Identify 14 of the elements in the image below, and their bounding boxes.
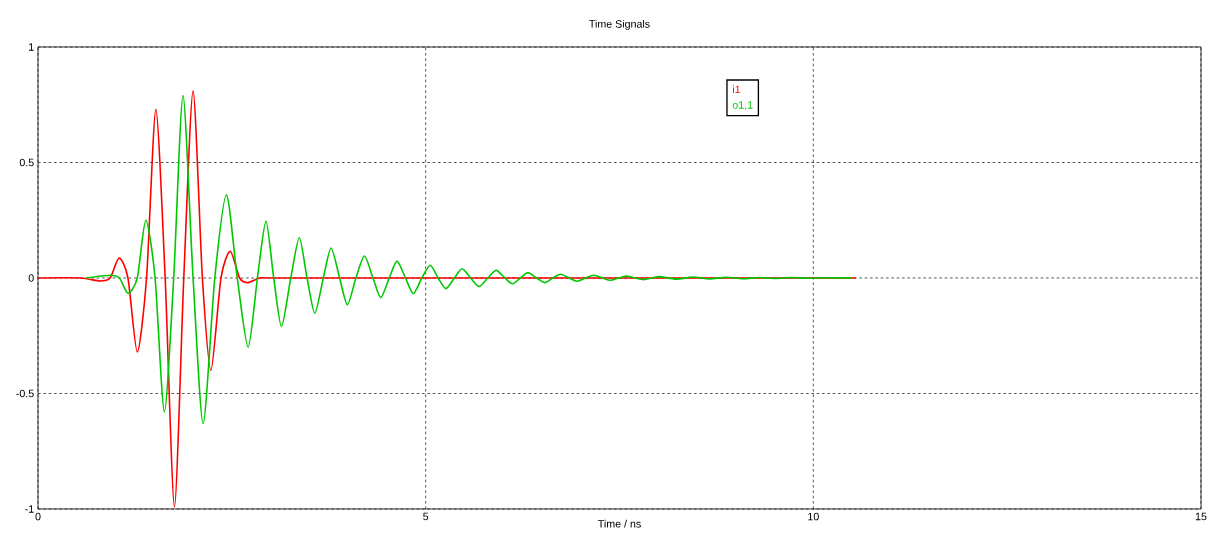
chart-title: Time Signals bbox=[589, 19, 650, 30]
x-tick-label: 0 bbox=[35, 512, 41, 521]
line-series bbox=[85, 94, 853, 425]
y-tick-label: -1 bbox=[25, 505, 34, 513]
text: i1 bbox=[733, 85, 741, 94]
y-tick-label: 0 bbox=[28, 274, 34, 282]
x-tick-label: 10 bbox=[808, 512, 819, 521]
y-tick-label: 1 bbox=[29, 43, 34, 51]
y-tick-label: 0.5 bbox=[19, 158, 34, 167]
y-tick-label: -0.5 bbox=[16, 389, 34, 398]
x-tick-label: 5 bbox=[423, 512, 429, 521]
text: o1,1 bbox=[732, 101, 753, 111]
x-tick-label: 15 bbox=[1195, 512, 1207, 521]
x-axis-title: Time / ns bbox=[598, 519, 641, 528]
